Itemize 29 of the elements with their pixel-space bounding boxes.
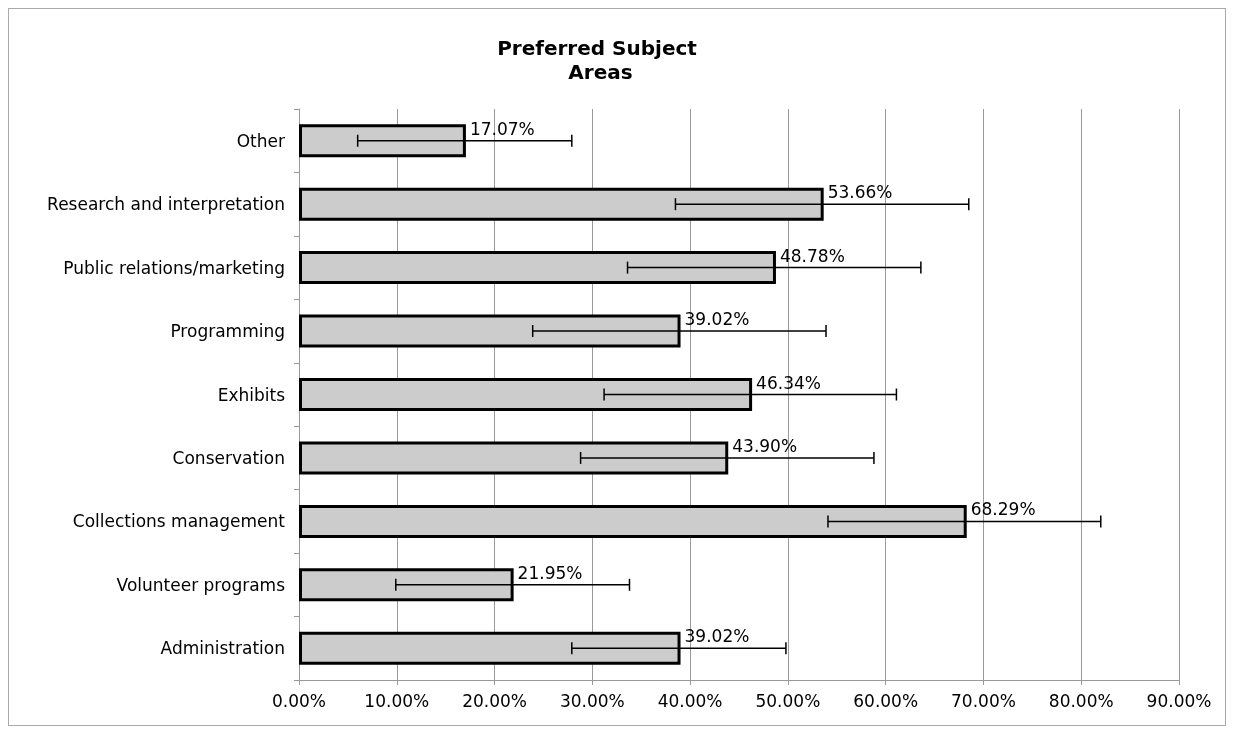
- y-tick-label: Exhibits: [217, 384, 286, 405]
- y-tick-label: Public relations/marketing: [63, 257, 285, 278]
- data-label: 21.95%: [517, 562, 583, 583]
- y-tick-label: Administration: [160, 638, 285, 659]
- data-label: 68.29%: [970, 499, 1036, 520]
- x-tick-label: 80.00%: [1048, 690, 1114, 711]
- x-tick-label: 40.00%: [657, 690, 723, 711]
- y-tick-label: Research and interpretation: [47, 194, 285, 215]
- y-tick-label: Other: [236, 130, 285, 151]
- x-tick-label: 50.00%: [755, 690, 821, 711]
- data-label: 53.66%: [827, 182, 893, 203]
- x-tick-label: 90.00%: [1146, 690, 1212, 711]
- y-tick-label: Volunteer programs: [116, 574, 286, 595]
- x-tick-label: 0.00%: [271, 690, 327, 711]
- y-tick-label: Collections management: [72, 511, 286, 532]
- x-tick-label: 20.00%: [462, 690, 527, 711]
- data-label: 46.34%: [756, 372, 821, 393]
- data-label: 43.90%: [732, 435, 798, 456]
- x-tick-label: 60.00%: [853, 690, 919, 711]
- data-label: 39.02%: [684, 309, 750, 330]
- chart-title: Preferred Subject Areas: [497, 36, 698, 84]
- x-tick-label: 70.00%: [951, 690, 1016, 711]
- y-tick-label: Conservation: [172, 447, 285, 468]
- x-tick-label: 30.00%: [559, 690, 625, 711]
- data-label: 48.78%: [779, 245, 845, 266]
- y-tick-label: Programming: [170, 321, 285, 342]
- data-label: 17.07%: [469, 118, 535, 139]
- x-tick-label: 10.00%: [364, 690, 430, 711]
- data-label: 39.02%: [684, 626, 750, 647]
